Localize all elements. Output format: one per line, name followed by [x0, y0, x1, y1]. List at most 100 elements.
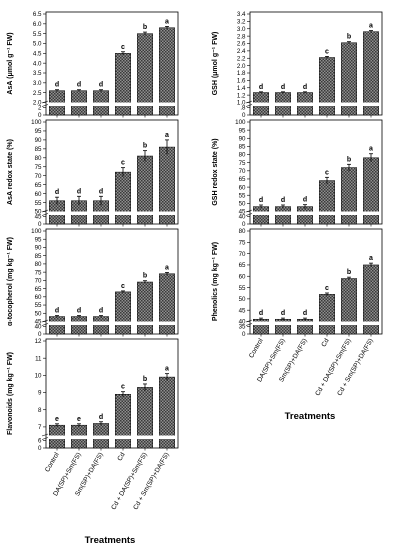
- bar-2: [71, 316, 87, 335]
- significance-letter: d: [99, 414, 103, 421]
- y-tick-label: 3.0: [237, 26, 246, 33]
- y-tick-label-low: 2: [38, 105, 42, 112]
- plot-frame: [45, 11, 179, 116]
- y-tick-label: 75: [239, 240, 246, 247]
- bar-break-band: [48, 321, 66, 325]
- plot-frame: [45, 228, 179, 335]
- significance-letter: c: [121, 44, 125, 51]
- y-tick-label-low: 0: [242, 112, 246, 119]
- y-tick-label-low: 0: [38, 331, 42, 338]
- y-tick-label: 6.0: [33, 21, 42, 28]
- y-tick-label: 2.4: [237, 48, 246, 55]
- bar-3: [297, 206, 313, 225]
- bar-1: [49, 316, 65, 335]
- significance-letter: c: [121, 384, 125, 391]
- significance-letter: c: [121, 283, 125, 290]
- bar-break-band: [136, 211, 154, 215]
- axis-break-mark: [41, 437, 49, 440]
- axis-break-mark: [41, 100, 49, 104]
- y-axis-label: Phenolics (mg kg⁻¹ FW): [212, 242, 219, 321]
- significance-letter: d: [99, 82, 103, 89]
- y-tick-label: 95: [35, 128, 42, 135]
- significance-letter: c: [325, 285, 329, 292]
- y-tick-label: 1.4: [237, 85, 246, 92]
- axis-break-mark: [245, 323, 253, 326]
- axis-break-mark: [245, 104, 253, 107]
- significance-letter: a: [165, 366, 169, 373]
- bar-break-band: [296, 102, 314, 106]
- bar-break-band: [158, 435, 176, 439]
- bar-2: [275, 206, 291, 225]
- axis-break-mark: [41, 104, 49, 107]
- y-tick-label: 65: [35, 286, 42, 293]
- y-tick-label: 70: [35, 173, 42, 180]
- y-tick-label: 75: [239, 160, 246, 167]
- y-axis-label: AsA redox state (%): [7, 139, 14, 205]
- y-tick-label: 1.0: [237, 100, 246, 107]
- bar-break-band: [136, 435, 154, 439]
- y-tick-label: 60: [239, 273, 246, 280]
- plot-frame: [45, 119, 179, 225]
- bar-break-band: [274, 102, 292, 106]
- significance-letter: d: [259, 197, 263, 204]
- y-tick-label-low: 0: [38, 445, 42, 452]
- y-tick-label: 100: [31, 119, 42, 126]
- bar-break-band: [274, 211, 292, 215]
- y-tick-label: 50: [35, 310, 42, 317]
- category-label: Cd: [320, 337, 330, 348]
- y-tick-label: 4.0: [33, 60, 42, 67]
- significance-letter: b: [143, 376, 147, 383]
- bar-break-band: [48, 435, 66, 439]
- bar-break-band: [158, 321, 176, 325]
- bar-break-band: [114, 102, 132, 106]
- bar-break-band: [136, 321, 154, 325]
- y-tick-label: 50: [239, 296, 246, 303]
- bar-break-band: [70, 321, 88, 325]
- y-tick-label: 3.0: [33, 80, 42, 87]
- y-axis-label: Flavonoids (mg kg⁻¹ FW): [7, 352, 14, 435]
- y-tick-label: 95: [239, 127, 246, 134]
- bar-break-band: [340, 321, 358, 325]
- significance-letter: a: [369, 146, 373, 153]
- significance-letter: c: [325, 169, 329, 176]
- axis-break-mark: [41, 323, 49, 326]
- y-tick-label-low: 45: [35, 214, 42, 221]
- bar-break-band: [48, 211, 66, 215]
- plot-frame: [249, 228, 383, 335]
- y-tick-label: 75: [35, 164, 42, 171]
- y-tick-label-low: 40: [35, 324, 42, 331]
- y-tick-label-low: 0: [38, 221, 42, 228]
- axis-break-mark: [41, 209, 49, 213]
- y-tick-label: 80: [35, 155, 42, 162]
- y-tick-label: 40: [239, 319, 246, 326]
- y-tick-label: 65: [35, 182, 42, 189]
- bar-break-band: [48, 102, 66, 106]
- y-tick-label: 80: [239, 228, 246, 235]
- y-tick-label: 55: [239, 285, 246, 292]
- significance-letter: e: [55, 416, 59, 423]
- y-tick-label: 60: [35, 294, 42, 301]
- bar-3: [297, 318, 313, 335]
- y-tick-label: 70: [239, 251, 246, 258]
- significance-letter: a: [369, 255, 373, 262]
- plot-frame: [249, 119, 383, 225]
- significance-letter: d: [281, 84, 285, 91]
- y-tick-label-low: 35: [239, 324, 246, 331]
- significance-letter: b: [347, 34, 351, 41]
- significance-letter: d: [259, 310, 263, 317]
- y-tick-label-low: 0: [242, 221, 246, 228]
- y-tick-label: 50: [239, 201, 246, 208]
- bar-break-band: [362, 321, 380, 325]
- y-tick-label-low: 0: [38, 112, 42, 119]
- significance-letter: a: [369, 23, 373, 30]
- bar-break-band: [296, 211, 314, 215]
- plot-frame: [45, 338, 179, 449]
- chart-panel-2: 50 55 60 65 70 75 80 85 90 95 100 045 AsA redox stat…: [7, 119, 179, 228]
- y-tick-label: 80: [239, 152, 246, 159]
- bar-break-band: [252, 102, 270, 106]
- bar-break-band: [136, 102, 154, 106]
- y-tick-label: 4.5: [33, 51, 42, 58]
- y-tick-label: 1.2: [237, 92, 246, 99]
